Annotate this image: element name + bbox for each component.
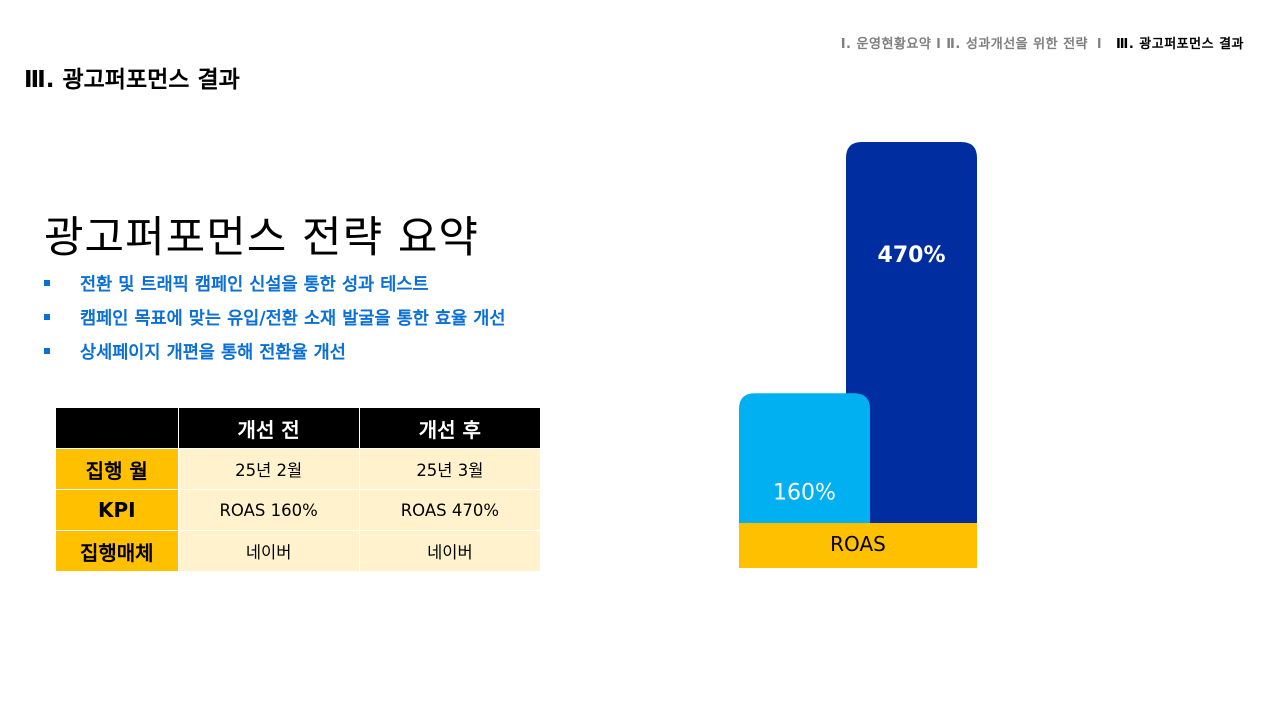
column-header-before: 개선 전 bbox=[177, 407, 360, 449]
bullet-item: 상세페이지 개편을 통해 전환율 개선 bbox=[44, 339, 505, 373]
row-label-period: 집행 월 bbox=[55, 448, 179, 490]
table-row: 집행 월 25년 2월 25년 3월 bbox=[55, 448, 542, 490]
bar-after bbox=[846, 142, 977, 523]
strategy-bullet-list: 전환 및 트래픽 캠페인 신설을 통한 성과 테스트 캠페인 목표에 맞는 유입… bbox=[44, 271, 505, 373]
breadcrumb-item-results[interactable]: Ⅲ. 광고퍼포먼스 결과 bbox=[1116, 37, 1244, 52]
bullet-item: 전환 및 트래픽 캠페인 신설을 통한 성과 테스트 bbox=[44, 271, 505, 305]
bullet-text: 상세페이지 개편을 통해 전환율 개선 bbox=[80, 343, 346, 363]
square-bullet-icon bbox=[44, 280, 50, 286]
page-title: Ⅲ. 광고퍼포먼스 결과 bbox=[24, 67, 240, 93]
square-bullet-icon bbox=[44, 348, 50, 354]
bar-before bbox=[739, 393, 870, 523]
breadcrumb-separator: l bbox=[1097, 37, 1102, 52]
data-label-after: 470% bbox=[878, 243, 946, 268]
row-label-kpi: KPI bbox=[55, 489, 179, 531]
cell-before: ROAS 160% bbox=[177, 489, 360, 531]
section-heading: 광고퍼포먼스 전략 요약 bbox=[44, 213, 479, 263]
table-row: 집행매체 네이버 네이버 bbox=[55, 530, 542, 572]
category-band bbox=[739, 523, 977, 568]
table-corner-cell bbox=[55, 407, 179, 449]
cell-before: 네이버 bbox=[177, 530, 360, 572]
bullet-item: 캠페인 목표에 맞는 유입/전환 소재 발굴을 통한 효율 개선 bbox=[44, 305, 505, 339]
category-label: ROAS bbox=[830, 532, 886, 556]
breadcrumb-item-summary[interactable]: Ⅰ. 운영현황요약 l bbox=[840, 37, 942, 52]
cell-after: ROAS 470% bbox=[358, 489, 542, 531]
square-bullet-icon bbox=[44, 314, 50, 320]
bullet-text: 캠페인 목표에 맞는 유입/전환 소재 발굴을 통한 효율 개선 bbox=[80, 309, 506, 329]
breadcrumb: Ⅰ. 운영현황요약 l Ⅱ. 성과개선을 위한 전략 l Ⅲ. 광고퍼포먼스 결과 bbox=[841, 33, 1244, 52]
bullet-text: 전환 및 트래픽 캠페인 신설을 통한 성과 테스트 bbox=[80, 275, 429, 295]
cell-after: 25년 3월 bbox=[358, 448, 542, 490]
cell-after: 네이버 bbox=[358, 530, 542, 572]
cell-before: 25년 2월 bbox=[177, 448, 360, 490]
breadcrumb-item-strategy[interactable]: Ⅱ. 성과개선을 위한 전략 bbox=[946, 37, 1089, 52]
row-label-media: 집행매체 bbox=[55, 530, 179, 572]
table-row: KPI ROAS 160% ROAS 470% bbox=[55, 489, 542, 531]
data-label-before: 160% bbox=[773, 480, 836, 505]
comparison-table: 개선 전 개선 후 집행 월 25년 2월 25년 3월 KPI ROAS 16… bbox=[55, 407, 542, 572]
